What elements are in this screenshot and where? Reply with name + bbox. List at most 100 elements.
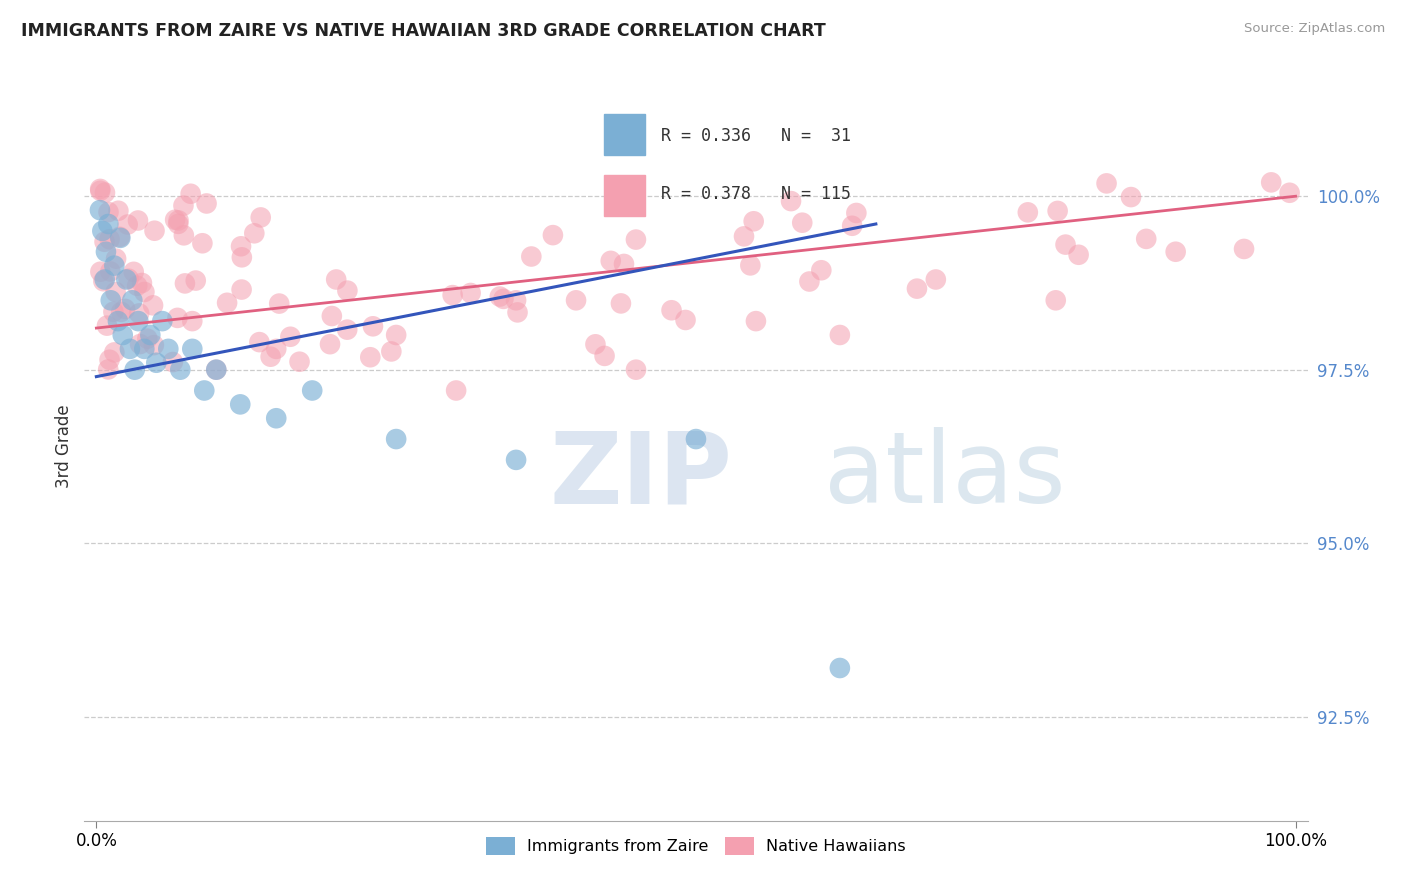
Point [150,314,173,328]
Point [181,314,204,328]
Point [205,362,228,376]
Point [117,218,139,232]
Point [174,277,197,291]
Point [1067,248,1090,262]
Point [136,332,159,346]
Point [593,349,616,363]
Point [441,288,464,302]
Point [685,432,707,446]
Point [167,217,190,231]
Point [488,289,510,303]
Point [336,284,359,298]
Point [325,272,347,286]
Point [98,232,121,246]
Point [828,328,851,343]
Point [742,214,765,228]
Point [492,292,515,306]
Point [792,216,814,230]
Point [142,298,165,312]
Text: atlas: atlas [824,427,1066,524]
Point [231,250,253,264]
Point [89,182,111,196]
Point [124,362,146,376]
Point [799,275,821,289]
Point [139,328,162,343]
Legend: Immigrants from Zaire, Native Hawaiians: Immigrants from Zaire, Native Hawaiians [479,830,912,862]
Point [1164,244,1187,259]
Point [599,253,621,268]
Point [301,384,323,398]
Point [121,293,143,308]
Y-axis label: 3rd Grade: 3rd Grade [55,404,73,488]
Point [111,328,134,343]
Point [100,293,122,308]
Point [181,342,204,356]
Point [103,305,125,319]
Point [229,397,252,411]
Point [269,296,291,310]
Text: IMMIGRANTS FROM ZAIRE VS NATIVE HAWAIIAN 3RD GRADE CORRELATION CHART: IMMIGRANTS FROM ZAIRE VS NATIVE HAWAIIAN… [21,22,825,40]
Point [89,203,111,218]
Point [134,285,156,299]
Point [91,224,114,238]
Point [1017,205,1039,219]
Point [107,314,129,328]
Point [264,411,287,425]
Point [118,342,141,356]
Point [142,338,165,352]
Point [191,236,214,251]
Point [89,265,111,279]
Point [506,305,529,319]
Point [359,350,381,364]
Point [828,661,851,675]
Point [925,272,948,286]
Point [624,233,647,247]
Point [361,319,384,334]
Point [1135,232,1157,246]
Point [231,283,253,297]
Point [205,362,228,376]
Point [249,335,271,350]
Point [740,259,762,273]
Point [385,328,408,343]
Point [780,194,803,208]
Point [385,432,408,446]
Point [110,231,132,245]
Point [1045,293,1067,308]
Point [98,352,121,367]
Point [103,345,125,359]
Point [249,211,271,225]
Point [460,285,482,300]
Point [505,293,527,308]
Point [444,384,467,398]
Point [115,272,138,286]
Point [104,285,127,299]
Point [157,342,180,356]
Point [610,296,633,310]
Point [93,274,115,288]
Point [1119,190,1142,204]
Point [173,228,195,243]
Point [97,205,120,219]
Point [193,384,215,398]
Point [585,337,607,351]
Point [336,323,359,337]
Point [541,228,564,243]
Point [129,337,152,351]
Point [810,263,832,277]
Point [259,350,281,364]
Point [134,342,156,356]
Point [613,257,636,271]
Point [145,356,167,370]
Point [114,301,136,316]
Point [110,305,132,319]
Point [127,213,149,227]
Point [1054,237,1077,252]
Point [1233,242,1256,256]
Point [162,355,184,369]
Point [180,186,202,201]
Point [264,342,287,356]
Point [288,355,311,369]
Point [243,227,266,241]
Point [841,219,863,233]
